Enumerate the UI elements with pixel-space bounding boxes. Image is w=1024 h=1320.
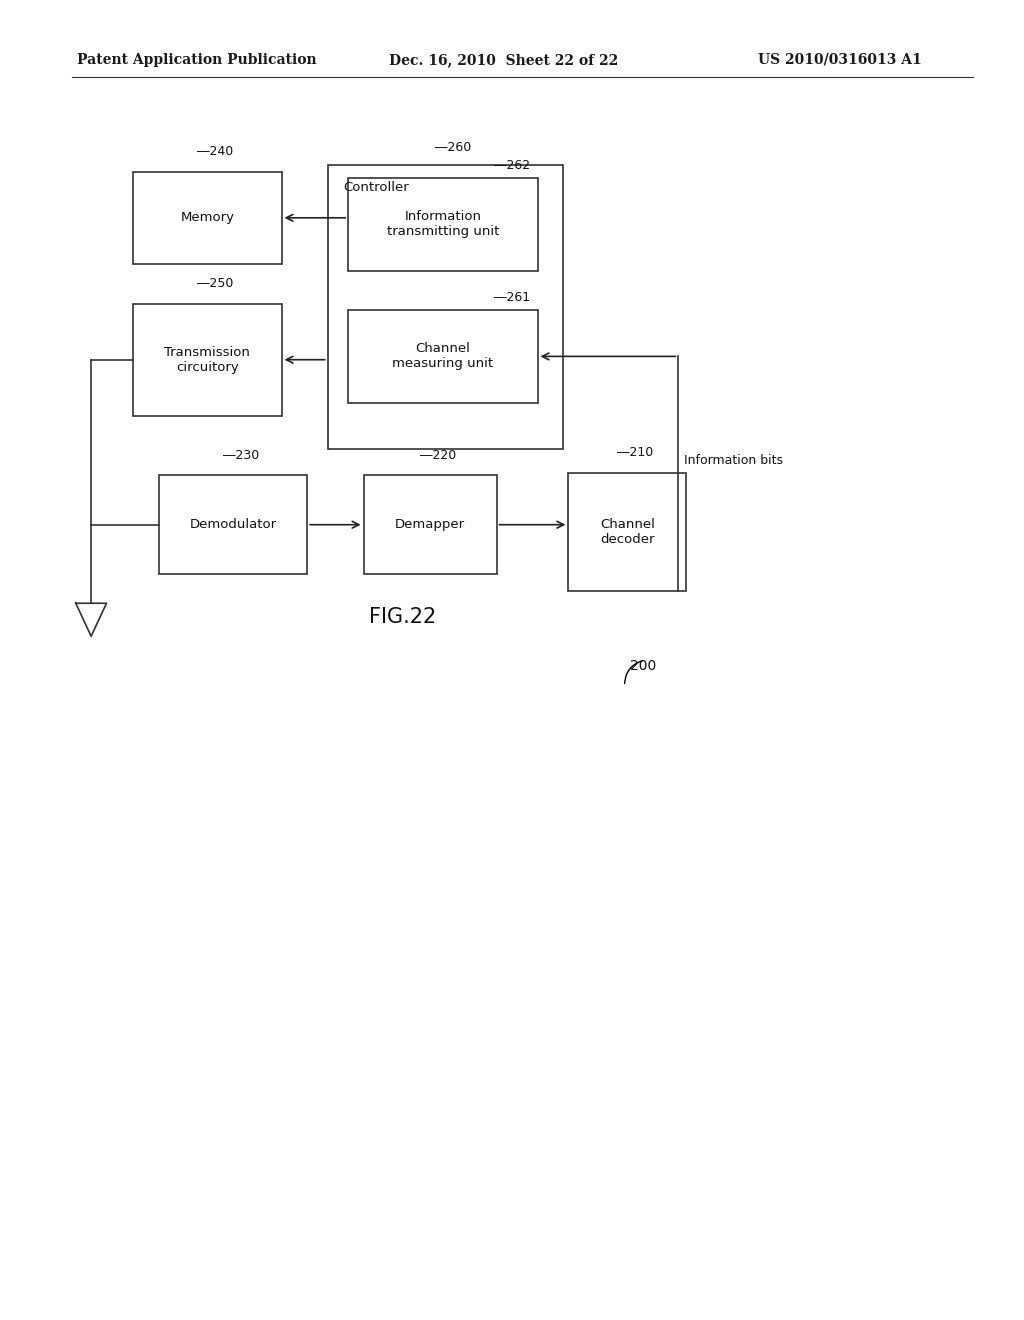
Text: FIG.22: FIG.22	[369, 607, 436, 627]
Text: 200: 200	[630, 659, 656, 673]
Text: ―250: ―250	[197, 277, 233, 290]
FancyBboxPatch shape	[133, 172, 282, 264]
FancyBboxPatch shape	[348, 310, 538, 403]
Text: ―260: ―260	[435, 141, 471, 154]
Text: ―240: ―240	[197, 145, 233, 158]
Text: Demodulator: Demodulator	[189, 519, 276, 531]
Text: ―210: ―210	[616, 446, 653, 459]
Text: ―261: ―261	[494, 290, 530, 304]
Text: Dec. 16, 2010  Sheet 22 of 22: Dec. 16, 2010 Sheet 22 of 22	[389, 53, 618, 67]
Text: ―220: ―220	[420, 449, 456, 462]
FancyBboxPatch shape	[348, 178, 538, 271]
FancyBboxPatch shape	[133, 304, 282, 416]
Text: Demapper: Demapper	[395, 519, 465, 531]
Text: Channel
measuring unit: Channel measuring unit	[392, 342, 494, 371]
Text: Controller: Controller	[343, 181, 409, 194]
FancyBboxPatch shape	[159, 475, 307, 574]
Text: US 2010/0316013 A1: US 2010/0316013 A1	[758, 53, 922, 67]
FancyBboxPatch shape	[364, 475, 497, 574]
Text: Transmission
circuitory: Transmission circuitory	[165, 346, 250, 374]
FancyBboxPatch shape	[568, 473, 686, 591]
Text: ―262: ―262	[494, 158, 530, 172]
Text: Patent Application Publication: Patent Application Publication	[77, 53, 316, 67]
Text: Information bits: Information bits	[684, 454, 782, 467]
Text: ―230: ―230	[222, 449, 259, 462]
Text: Channel
decoder: Channel decoder	[600, 517, 654, 546]
Text: Memory: Memory	[180, 211, 234, 224]
Text: Information
transmitting unit: Information transmitting unit	[387, 210, 499, 239]
FancyBboxPatch shape	[328, 165, 563, 449]
